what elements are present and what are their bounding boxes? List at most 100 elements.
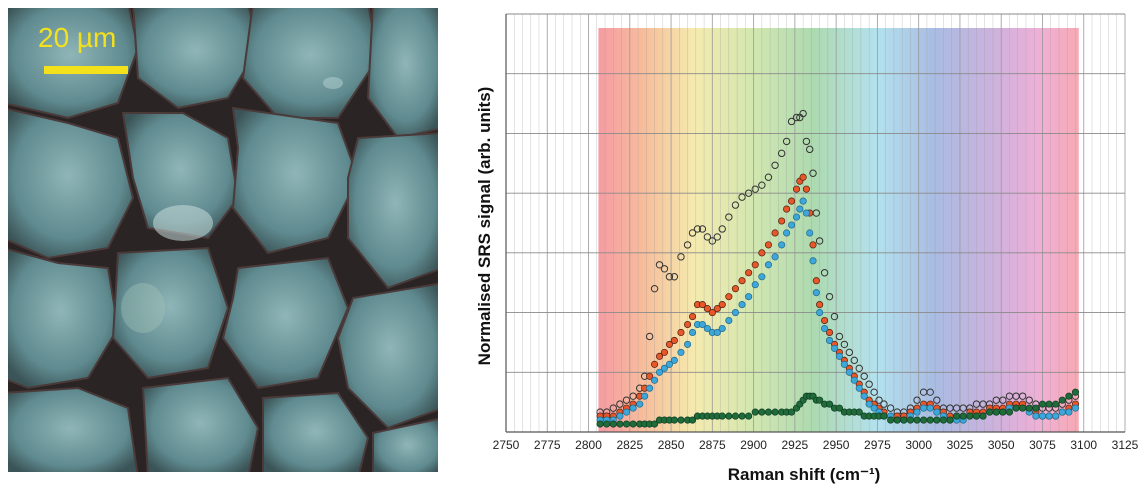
- data-point: [809, 257, 817, 265]
- data-point: [787, 117, 796, 126]
- data-point: [758, 273, 766, 281]
- data-point: [953, 412, 961, 420]
- data-point: [688, 229, 697, 237]
- data-point: [670, 416, 678, 424]
- data-point: [665, 340, 673, 348]
- data-point: [830, 312, 839, 321]
- data-point: [1038, 400, 1047, 408]
- data-point: [622, 420, 631, 428]
- data-point: [835, 404, 843, 412]
- data-point: [764, 261, 773, 269]
- data-point: [764, 408, 773, 416]
- data-point: [616, 420, 624, 428]
- data-point: [825, 400, 834, 408]
- data-point: [865, 380, 873, 388]
- x-tick-label: 2775: [534, 438, 561, 452]
- data-point: [1071, 404, 1080, 412]
- data-point: [880, 400, 888, 408]
- data-point: [738, 301, 746, 309]
- data-point: [708, 237, 717, 245]
- data-point: [835, 332, 844, 341]
- data-point: [913, 416, 921, 424]
- data-point: [906, 416, 914, 424]
- data-point: [802, 209, 810, 217]
- data-point: [670, 356, 678, 364]
- data-point: [1065, 408, 1073, 416]
- x-tick-label: 2975: [864, 438, 891, 452]
- data-point: [946, 416, 954, 424]
- data-point: [684, 340, 692, 348]
- data-point: [725, 316, 733, 325]
- data-point: [778, 217, 786, 225]
- data-point: [616, 400, 624, 408]
- data-point: [645, 332, 654, 341]
- x-axis-label: Raman shift (cm⁻¹): [728, 465, 881, 484]
- data-point: [616, 412, 624, 420]
- data-point: [738, 412, 746, 420]
- data-point: [933, 408, 941, 416]
- data-point: [738, 193, 746, 201]
- data-point: [783, 205, 791, 213]
- data-point: [622, 408, 631, 416]
- data-point: [855, 384, 863, 392]
- data-point: [821, 324, 829, 333]
- data-point: [830, 344, 839, 352]
- data-point: [1052, 412, 1060, 420]
- data-point: [693, 225, 702, 233]
- data-point: [718, 225, 726, 233]
- data-point: [738, 277, 746, 285]
- data-point: [731, 412, 739, 420]
- data-point: [703, 305, 711, 313]
- x-tick-label: 3050: [988, 438, 1015, 452]
- data-point: [806, 145, 814, 154]
- data-point: [778, 241, 786, 249]
- data-point: [688, 328, 697, 337]
- data-point: [731, 309, 739, 317]
- data-point: [665, 360, 673, 368]
- data-point: [713, 233, 721, 241]
- data-point: [745, 412, 753, 420]
- data-point: [875, 396, 883, 404]
- data-point: [1045, 400, 1053, 408]
- x-tick-label: 2900: [740, 438, 767, 452]
- data-point: [731, 285, 739, 293]
- data-point: [825, 292, 834, 301]
- data-point: [900, 416, 908, 424]
- data-point: [870, 404, 878, 412]
- data-point: [764, 173, 773, 181]
- data-point: [820, 269, 829, 277]
- data-point: [650, 284, 659, 293]
- data-point: [677, 328, 685, 337]
- data-point: [651, 420, 659, 428]
- data-point: [880, 412, 888, 420]
- data-point: [670, 273, 679, 281]
- data-point: [731, 201, 740, 209]
- x-tick-label: 2875: [699, 438, 726, 452]
- data-point: [1065, 392, 1073, 400]
- data-point: [751, 261, 759, 269]
- data-point: [629, 420, 637, 428]
- x-tick-label: 2925: [782, 438, 809, 452]
- data-point: [920, 416, 928, 424]
- data-point: [792, 185, 801, 193]
- data-point: [1038, 412, 1047, 420]
- data-point: [651, 360, 659, 368]
- data-point: [725, 213, 733, 221]
- x-tick-label: 3000: [905, 438, 932, 452]
- data-point: [825, 336, 834, 344]
- data-point: [703, 233, 712, 241]
- data-point: [713, 328, 721, 337]
- data-point: [771, 161, 779, 169]
- data-point: [646, 384, 654, 392]
- data-point: [1045, 412, 1053, 420]
- data-point: [708, 309, 716, 317]
- data-point: [1012, 404, 1020, 412]
- data-point: [926, 388, 934, 396]
- data-point: [806, 229, 814, 237]
- data-point: [809, 241, 817, 249]
- data-point: [821, 316, 829, 325]
- data-point: [845, 348, 854, 357]
- scale-bar: [44, 66, 128, 74]
- data-point: [1071, 388, 1080, 396]
- data-point: [926, 404, 934, 412]
